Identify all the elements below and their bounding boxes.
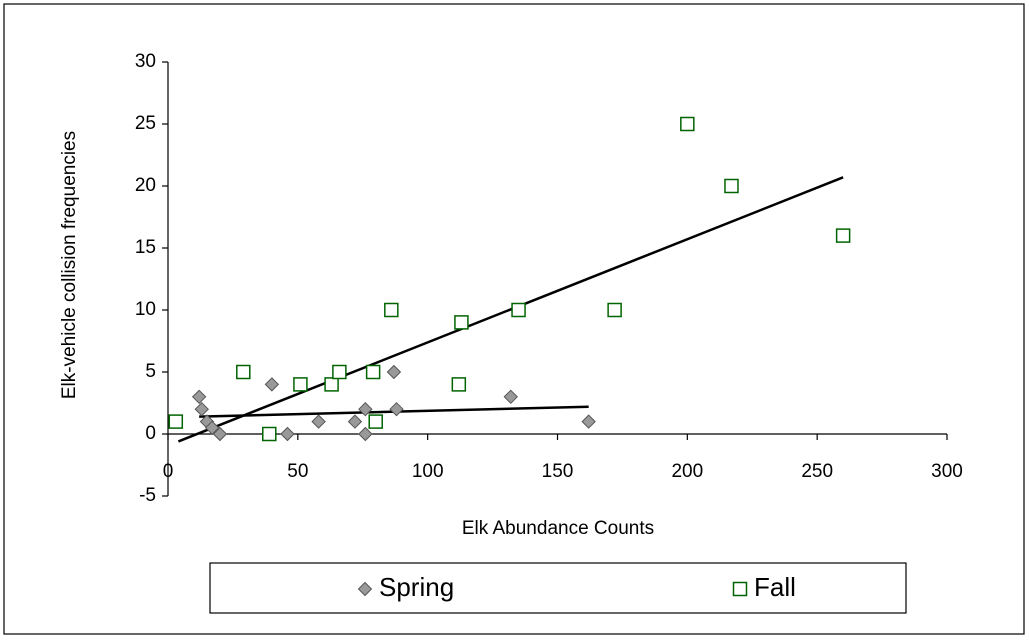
data-point — [264, 377, 280, 392]
data-point — [454, 315, 469, 330]
data-point — [194, 401, 209, 417]
legend-box — [209, 562, 907, 614]
y-tick-label: 10 — [135, 299, 156, 320]
x-axis-title: Elk Abundance Counts — [462, 518, 654, 539]
data-point — [191, 389, 207, 405]
x-tick-label: 200 — [671, 461, 703, 482]
data-point — [511, 302, 526, 318]
data-point — [724, 178, 739, 194]
data-point — [581, 414, 596, 429]
data-point — [358, 426, 373, 442]
chart-frame — [3, 3, 1025, 635]
y-tick-label: 20 — [135, 175, 156, 196]
y-tick-label: 25 — [135, 113, 156, 134]
data-point — [835, 228, 851, 243]
x-tick-label: 250 — [801, 461, 833, 482]
y-tick-label: 15 — [135, 237, 156, 258]
data-point — [204, 420, 220, 436]
data-point — [680, 116, 695, 132]
y-tick-label: 5 — [145, 361, 156, 382]
legend-label: Spring — [379, 572, 454, 602]
data-point — [389, 401, 404, 417]
y-tick-label: 30 — [135, 51, 156, 72]
y-tick-label: 0 — [145, 423, 156, 444]
data-point — [332, 364, 347, 380]
data-point — [293, 377, 308, 392]
x-tick-label: 100 — [412, 461, 444, 482]
x-tick-label: 50 — [287, 461, 308, 482]
data-point — [324, 377, 339, 392]
data-point — [168, 414, 184, 429]
data-point — [365, 364, 381, 380]
data-point — [384, 302, 399, 318]
data-point — [236, 364, 251, 380]
data-point — [311, 414, 326, 429]
data-point — [451, 377, 467, 392]
data-point — [503, 389, 518, 405]
y-tick-label: -5 — [139, 485, 156, 506]
x-tick-label: 300 — [931, 461, 963, 482]
data-point — [347, 414, 363, 429]
legend-label: Fall — [754, 572, 796, 602]
y-axis-title: Elk-vehicle collision frequencies — [59, 131, 80, 399]
data-point — [368, 414, 383, 429]
x-tick-label: 150 — [542, 461, 574, 482]
data-point — [262, 426, 277, 442]
data-point — [358, 401, 373, 417]
data-point — [386, 364, 402, 380]
data-point — [607, 302, 622, 318]
x-tick-label: 0 — [163, 461, 174, 482]
legend-marker — [357, 581, 373, 597]
legend-marker — [732, 581, 748, 597]
trend-line — [177, 176, 844, 443]
data-point — [280, 426, 295, 442]
data-point — [212, 426, 228, 442]
